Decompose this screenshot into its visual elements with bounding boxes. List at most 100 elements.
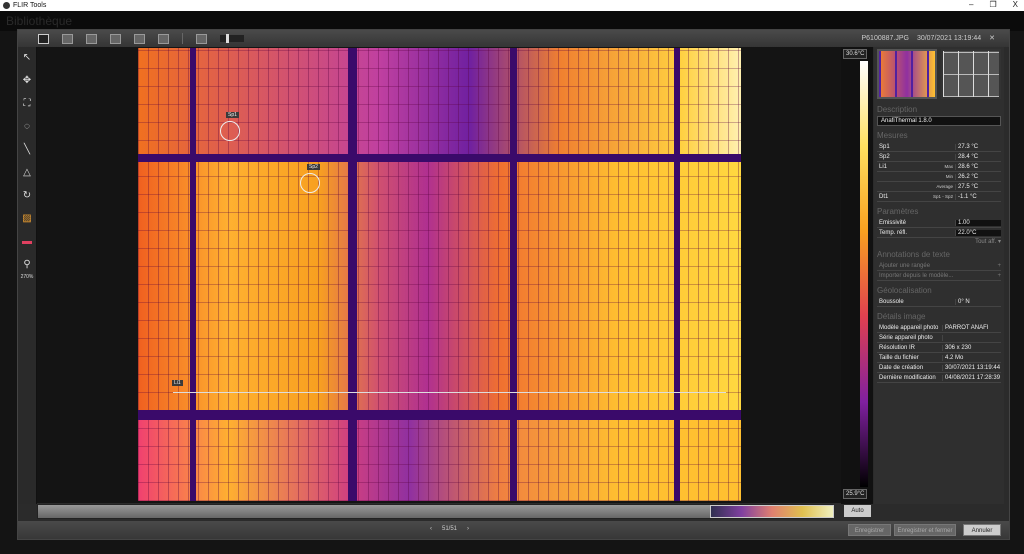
rotate-icon[interactable]: ↻ [22, 190, 32, 201]
thumbnail-ir[interactable] [877, 49, 937, 99]
row-value: 28.4 °C [955, 153, 1001, 160]
view-toolbar: P6100887.JPG 30/07/2021 13:19:44 ✕ [18, 30, 1009, 47]
frame-line [674, 48, 680, 501]
save-button[interactable]: Enregistrer [848, 524, 891, 536]
save-close-button[interactable]: Enregistrer et fermer [894, 524, 956, 536]
row-label: Sp1 [879, 143, 890, 150]
row-label: Li1 [879, 163, 888, 170]
detail-row: Série appareil photo [877, 333, 1001, 343]
row-value: 27.5 °C [955, 183, 1001, 190]
row-value: 26.2 °C [955, 173, 1001, 180]
frame-line [510, 48, 517, 501]
row-label: Série appareil photo [877, 334, 943, 341]
blend-slider[interactable] [220, 34, 244, 43]
section-parametres: Paramètres [877, 207, 919, 216]
row-meta: Sp1 - Sp2 [932, 194, 953, 199]
window-title: FLIR Tools [13, 2, 47, 9]
row-label: Modèle appareil photo [877, 324, 943, 331]
view-msx-button[interactable] [86, 33, 97, 44]
detail-row: Résolution IR 306 x 230 [877, 343, 1001, 353]
auto-button[interactable]: Auto [844, 505, 871, 517]
cell-grid [138, 48, 741, 501]
description-input[interactable]: AnafiThermal 1.8.0 [877, 116, 1001, 126]
show-all-dropdown[interactable]: Tout aff. ▾ [975, 239, 1001, 245]
thumbnail-visual[interactable] [941, 49, 1001, 99]
spot-marker-sp2[interactable] [300, 173, 320, 193]
panel-cell [138, 413, 741, 501]
view-photo-button[interactable] [158, 33, 169, 44]
file-datetime: 30/07/2021 13:19:44 [916, 35, 982, 42]
row-value: PARROT ANAFI [945, 324, 989, 331]
scale-max[interactable]: 30.6°C [843, 49, 868, 59]
thermal-image[interactable]: Sp1 Sp2 Li1 [138, 48, 741, 501]
spot-label: Sp2 [307, 164, 320, 170]
view-visual-button[interactable] [62, 33, 73, 44]
measurement-row: Sp1 27.3 °C [877, 142, 1001, 152]
section-details: Détails image [877, 312, 926, 321]
properties-panel: Description AnafiThermal 1.8.0 Mesures S… [874, 47, 1004, 504]
histogram-bar[interactable] [37, 504, 834, 519]
row-label: Taille du fichier [877, 354, 943, 361]
view-fusion-button[interactable] [110, 33, 121, 44]
section-mesures: Mesures [877, 131, 908, 140]
frame-line [138, 154, 741, 162]
delta-tool-icon[interactable]: △ [23, 167, 31, 178]
prev-image-button[interactable]: ‹ [430, 526, 432, 532]
zoom-icon[interactable]: ⚲ [23, 259, 31, 270]
line-measurement-li1[interactable] [173, 392, 726, 393]
close-dialog-button[interactable]: ✕ [989, 35, 995, 42]
measurement-row: Sp2 28.4 °C [877, 152, 1001, 162]
cancel-button[interactable]: Annuler [963, 524, 1001, 536]
row-label: Emissivité [879, 219, 907, 226]
section-geolocalisation: Géolocalisation [877, 286, 932, 295]
next-image-button[interactable]: › [467, 526, 470, 532]
panel-cell [138, 158, 741, 413]
view-pip-button[interactable] [134, 33, 145, 44]
row-value[interactable]: 22.0°C [955, 229, 1001, 236]
temperature-scale: 30.6°C 25.9°C [841, 47, 873, 504]
row-meta: Min [945, 174, 953, 179]
scale-min[interactable]: 25.9°C [843, 489, 868, 499]
add-row-button[interactable]: Ajouter une rangée + [877, 261, 1001, 271]
spot-tool-icon[interactable]: ✥ [22, 75, 32, 86]
select-tool-icon[interactable]: ↖ [22, 52, 32, 63]
palette-icon[interactable]: ▨ [22, 213, 32, 224]
image-canvas: Sp1 Sp2 Li1 [37, 47, 841, 503]
zoom-level: 270% [20, 274, 34, 280]
parameter-row: Temp. réfl. 22.0°C [877, 228, 1001, 238]
panel-cell [138, 48, 741, 158]
row-value[interactable]: 1.00 [955, 219, 1001, 226]
row-label: Temp. réfl. [879, 229, 908, 236]
spot-marker-sp1[interactable] [220, 121, 240, 141]
import-template-button[interactable]: Importer depuis le modèle... + [877, 271, 1001, 281]
color-scale-icon[interactable]: ▬ [22, 236, 32, 247]
library-title: Bibliothèque [6, 14, 73, 28]
measurement-row: Li1 Max 28.6 °C [877, 162, 1001, 172]
line-tool-icon[interactable]: ╲ [23, 144, 31, 155]
box-tool-icon[interactable]: ⛶ [23, 98, 31, 109]
divider [182, 33, 183, 44]
row-value: 28.6 °C [955, 163, 1001, 170]
color-scale-bar [860, 61, 868, 487]
restore-button[interactable]: ❐ [989, 0, 997, 9]
minimize-button[interactable]: – [969, 0, 974, 9]
line-label: Li1 [172, 380, 183, 386]
align-button[interactable] [196, 33, 207, 44]
row-meta: Average [936, 184, 953, 189]
view-ir-button[interactable] [38, 33, 49, 44]
file-info: P6100887.JPG 30/07/2021 13:19:44 ✕ [862, 34, 1002, 42]
measurement-row: Average 27.5 °C [877, 182, 1001, 192]
row-value: 4.2 Mo [945, 354, 964, 361]
row-label: Sp2 [879, 153, 890, 160]
row-label: Résolution IR [877, 344, 943, 351]
frame-line [348, 48, 357, 501]
close-window-button[interactable]: X [1012, 0, 1018, 9]
row-label: Dt1 [879, 193, 889, 200]
circle-tool-icon[interactable]: ◌ [24, 121, 30, 132]
parameter-row: Emissivité 1.00 [877, 218, 1001, 228]
row-value: -1.1 °C [955, 193, 1001, 200]
range-handle[interactable] [710, 505, 834, 518]
row-label: Date de création [877, 364, 943, 371]
window-titlebar: FLIR Tools – ❐ X [0, 0, 1024, 11]
page-indicator: 51/51 [442, 526, 458, 532]
